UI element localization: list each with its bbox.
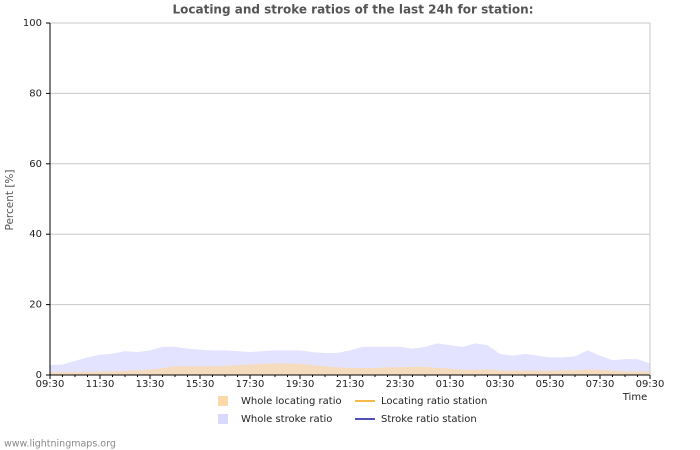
legend-label: Whole stroke ratio (241, 414, 332, 425)
x-tick-label: 09:30 (36, 379, 65, 390)
x-tick-label: 15:30 (186, 379, 215, 390)
legend-label: Locating ratio station (381, 396, 487, 407)
legend-label: Whole locating ratio (241, 396, 342, 407)
x-tick-label: 13:30 (136, 379, 165, 390)
x-tick-label: 17:30 (236, 379, 265, 390)
x-tick-label: 05:30 (536, 379, 565, 390)
x-tick-label: 03:30 (486, 379, 515, 390)
y-tick-label: 60 (29, 159, 42, 170)
x-axis-label: Time (622, 392, 647, 403)
x-tick-label: 11:30 (86, 379, 115, 390)
x-tick-label: 09:30 (636, 379, 665, 390)
y-tick-label: 100 (23, 18, 42, 29)
legend-swatch (218, 396, 228, 406)
x-tick-label: 01:30 (436, 379, 465, 390)
chart-title: Locating and stroke ratios of the last 2… (172, 3, 533, 17)
x-tick-label: 19:30 (286, 379, 315, 390)
source: www.lightningmaps.org (4, 439, 116, 450)
x-tick-label: 21:30 (336, 379, 365, 390)
x-tick-label: 07:30 (586, 379, 615, 390)
plot: 0 20 40 60 80 100 09:30 11:30 13:30 15:30 17:30 19:… (23, 18, 665, 390)
y-tick-label: 20 (29, 300, 42, 311)
y-tick-label: 0 (36, 370, 42, 381)
area (50, 363, 650, 375)
y-tick-label: 40 (29, 229, 42, 240)
legend: Whole locating ratio Locating ratio stati… (218, 396, 487, 425)
y-axis-label: Percent [%] (4, 169, 16, 230)
legend-swatch (218, 414, 228, 424)
x-tick-label: 23:30 (386, 379, 415, 390)
y-tick-label: 80 (29, 88, 42, 99)
legend-label: Stroke ratio station (381, 414, 477, 425)
